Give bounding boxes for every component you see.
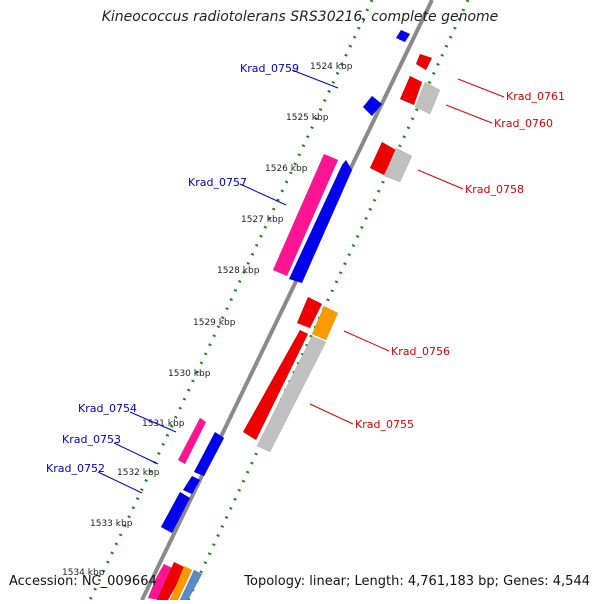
gene-arrow (177, 417, 207, 465)
gene-arrow (272, 153, 339, 277)
gene-callout-line (445, 104, 493, 124)
gene-label-forward: Krad_0752 (46, 462, 105, 475)
scale-tick-label: 1527 kbp (241, 215, 284, 225)
accession-text: Accession: NC_009664 (9, 574, 157, 589)
scale-tick-label: 1528 kbp (217, 266, 260, 276)
scale-guide-line (88, 0, 374, 601)
gene-label-reverse: Krad_0758 (465, 183, 524, 196)
gene-callout-line (417, 169, 464, 190)
gene-label-forward: Krad_0753 (62, 433, 121, 446)
scale-tick-label: 1525 kbp (286, 113, 329, 123)
gene-arrow (242, 329, 309, 441)
gene-label-forward: Krad_0757 (188, 176, 247, 189)
gene-arrow (296, 296, 323, 329)
scale-tick-label: 1534 kbp (62, 568, 105, 578)
gene-arrow (395, 29, 411, 43)
scale-tick-label: 1533 kbp (90, 519, 133, 529)
gene-arrow (160, 491, 191, 534)
scale-tick-label: 1529 kbp (193, 318, 236, 328)
gene-arrow (311, 305, 339, 341)
feature-layer (147, 29, 441, 601)
scale-tick-label: 1526 kbp (265, 164, 308, 174)
label-layer: Krad_0759 Krad_0757 Krad_0754 Krad_0753 Krad… (46, 62, 565, 494)
gene-arrow (256, 335, 327, 453)
gene-arrow (415, 53, 433, 71)
gene-callout-line (239, 183, 287, 206)
gene-callout-line (129, 411, 177, 433)
gene-arrow (414, 81, 441, 115)
gene-arrow (399, 75, 423, 106)
backbone-layer (140, 0, 434, 601)
gene-label-reverse: Krad_0755 (355, 418, 414, 431)
scale-tick-label: 1530 kbp (168, 369, 211, 379)
gene-callout-line (457, 78, 505, 98)
gene-arrow (362, 95, 383, 117)
map-title: Kineococcus radiotolerans SRS30216, comp… (101, 9, 499, 25)
gene-label-reverse: Krad_0761 (506, 90, 565, 103)
scale-tick-label: 1532 kbp (117, 468, 160, 478)
gene-label-reverse: Krad_0756 (391, 345, 450, 358)
gene-callout-line (291, 69, 339, 89)
genome-summary-text: Topology: linear; Length: 4,761,183 bp; … (244, 574, 590, 589)
gene-callout-line (343, 330, 390, 352)
gene-callout-line (309, 403, 354, 425)
scale-tick-label: 1531 kbp (142, 419, 185, 429)
gene-label-forward: Krad_0759 (240, 62, 299, 75)
gene-arrow (288, 159, 353, 284)
gene-arrow (383, 147, 413, 183)
gene-label-forward: Krad_0754 (78, 402, 137, 415)
gene-callout-line (113, 442, 159, 465)
gene-label-reverse: Krad_0760 (494, 117, 553, 130)
scale-tick-label: 1524 kbp (310, 62, 353, 72)
gene-arrow (193, 431, 225, 477)
genome-backbone (140, 0, 434, 601)
gene-callout-line (97, 471, 143, 494)
gene-arrow (182, 475, 201, 495)
